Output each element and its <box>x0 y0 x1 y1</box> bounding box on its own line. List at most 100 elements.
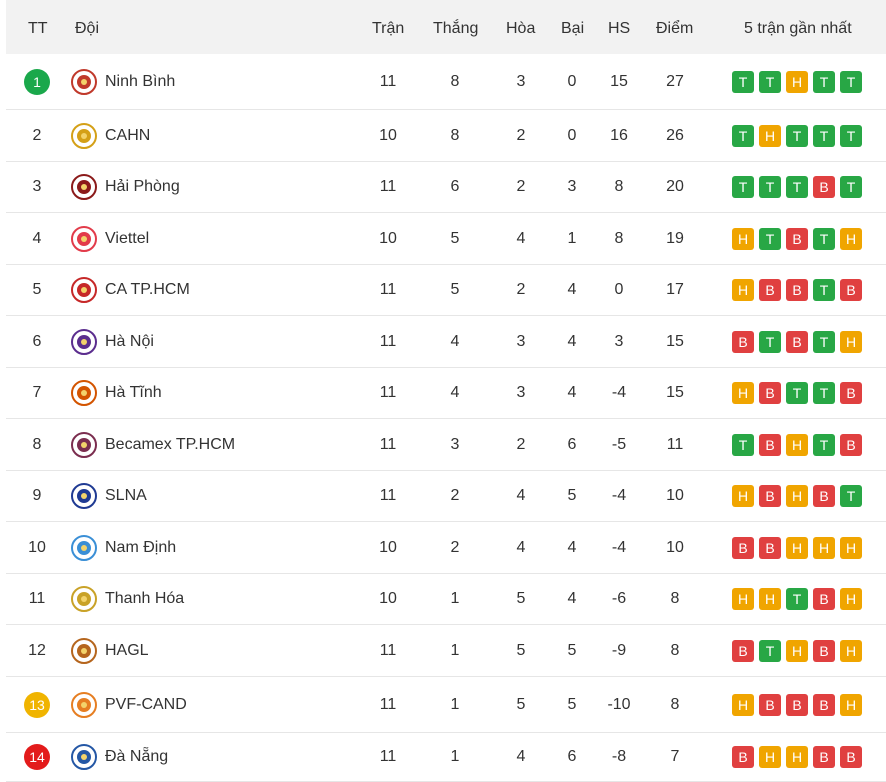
rank-number: 2 <box>32 126 42 144</box>
played-cell: 11 <box>379 748 397 765</box>
rank-number: 4 <box>32 229 42 247</box>
team-name[interactable]: Hà Tĩnh <box>105 384 162 401</box>
played-cell: 11 <box>379 487 397 504</box>
rank-number: 11 <box>28 590 46 607</box>
points-cell: 11 <box>666 435 684 453</box>
team-name[interactable]: HAGL <box>105 641 149 659</box>
form-badge: B <box>732 536 754 559</box>
form-badge: T <box>813 70 835 93</box>
form-badge: T <box>813 330 835 353</box>
lost-cell: 4 <box>567 281 577 298</box>
pvf-cand-crest-icon <box>71 691 97 718</box>
table-row[interactable]: 10 Nam Định 10 2 4 4 -4 10 B B H H H <box>6 522 886 574</box>
table-row[interactable]: 1 Ninh Bình 11 8 3 0 15 27 T T H T T <box>6 54 886 110</box>
form-badge: H <box>786 746 808 768</box>
points-cell: 19 <box>666 229 684 247</box>
table-row[interactable]: 8 Becamex TP.HCM 11 3 2 6 -5 11 T B H T B <box>6 419 886 471</box>
lost-cell: 6 <box>567 435 577 453</box>
table-row[interactable]: 4 Viettel 10 5 4 1 8 19 H T B T H <box>6 213 886 265</box>
header-draw: Hòa <box>506 20 536 37</box>
points-cell: 15 <box>666 332 684 350</box>
team-name[interactable]: Hà Nội <box>105 332 154 350</box>
form-badge: T <box>759 639 781 662</box>
header-points: Điểm <box>656 20 694 37</box>
table-row[interactable]: 3 Hải Phòng 11 6 2 3 8 20 T T T B T <box>6 162 886 213</box>
table-row[interactable]: 13 PVF-CAND 11 1 5 5 -10 8 H B B B H <box>6 677 886 733</box>
form-badge: H <box>732 227 754 250</box>
lost-cell: 4 <box>567 384 577 401</box>
team-name[interactable]: Nam Định <box>105 538 177 556</box>
form-badge: H <box>786 536 808 559</box>
form-badge: T <box>732 124 754 147</box>
form-badge: B <box>813 693 835 716</box>
table-row[interactable]: 14 Đà Nẵng 11 1 4 6 -8 7 B H H B B <box>6 733 886 782</box>
team-name[interactable]: PVF-CAND <box>105 695 187 713</box>
team-name[interactable]: Viettel <box>105 229 150 247</box>
points-cell: 8 <box>670 695 680 713</box>
header-recent-form: 5 trận gần nhất <box>744 20 852 37</box>
table-row[interactable]: 5 CA TP.HCM 11 5 2 4 0 17 H B B T B <box>6 265 886 316</box>
team-name[interactable]: CA TP.HCM <box>105 281 190 298</box>
table-row[interactable]: 7 Hà Tĩnh 11 4 3 4 -4 15 H B T T B <box>6 368 886 419</box>
rank-number: 9 <box>32 487 42 504</box>
goal-diff-cell: 15 <box>610 72 628 90</box>
won-cell: 1 <box>450 748 460 765</box>
form-badge: T <box>813 227 835 250</box>
header-rank: TT <box>28 20 48 37</box>
form-badge: T <box>786 124 808 147</box>
form-badge: H <box>759 588 781 610</box>
form-badge: B <box>759 485 781 507</box>
table-row[interactable]: 2 CAHN 10 8 2 0 16 26 T H T T T <box>6 110 886 162</box>
becamex-crest-icon <box>71 431 97 458</box>
played-cell: 11 <box>379 641 397 659</box>
form-badge: T <box>813 433 835 456</box>
points-cell: 15 <box>666 384 684 401</box>
lost-cell: 4 <box>567 332 577 350</box>
team-name[interactable]: SLNA <box>105 487 147 504</box>
won-cell: 4 <box>450 332 460 350</box>
form-badge: H <box>840 536 862 559</box>
won-cell: 2 <box>450 538 460 556</box>
table-row[interactable]: 9 SLNA 11 2 4 5 -4 10 H B H B T <box>6 471 886 522</box>
form-badge: B <box>732 639 754 662</box>
team-name[interactable]: Hải Phòng <box>105 178 180 195</box>
lost-cell: 5 <box>567 641 577 659</box>
won-cell: 5 <box>450 229 460 247</box>
form-badge: B <box>840 279 862 301</box>
goal-diff-cell: 8 <box>614 178 624 195</box>
lost-cell: 0 <box>567 72 577 90</box>
played-cell: 11 <box>379 178 397 195</box>
played-cell: 11 <box>379 72 397 90</box>
points-cell: 10 <box>666 487 684 504</box>
draw-cell: 2 <box>516 435 526 453</box>
rank-number: 6 <box>32 332 42 350</box>
form-badge: H <box>840 639 862 662</box>
form-badge: B <box>813 485 835 507</box>
team-name[interactable]: Becamex TP.HCM <box>105 435 236 453</box>
lost-cell: 5 <box>567 695 577 713</box>
team-name[interactable]: Ninh Bình <box>105 72 176 90</box>
table-row[interactable]: 11 Thanh Hóa 10 1 5 4 -6 8 H H T B H <box>6 574 886 625</box>
team-name[interactable]: Thanh Hóa <box>105 590 185 607</box>
table-row[interactable]: 6 Hà Nội 11 4 3 4 3 15 B T B T H <box>6 316 886 368</box>
rank-number: 3 <box>32 178 42 195</box>
won-cell: 6 <box>450 178 460 195</box>
cahn-crest-icon <box>71 122 97 149</box>
goal-diff-cell: 8 <box>614 229 624 247</box>
form-badge: B <box>813 176 835 198</box>
form-badge: H <box>786 70 808 93</box>
team-name[interactable]: Đà Nẵng <box>105 748 169 765</box>
form-badge: B <box>732 330 754 353</box>
form-badge: T <box>840 70 862 93</box>
table-row[interactable]: 12 HAGL 11 1 5 5 -9 8 B T H B H <box>6 625 886 677</box>
form-badge: B <box>759 536 781 559</box>
team-name[interactable]: CAHN <box>105 126 151 144</box>
lost-cell: 4 <box>567 590 577 607</box>
form-badge: B <box>786 693 808 716</box>
form-badge: T <box>840 485 862 507</box>
draw-cell: 5 <box>516 590 526 607</box>
form-badge: B <box>840 433 862 456</box>
